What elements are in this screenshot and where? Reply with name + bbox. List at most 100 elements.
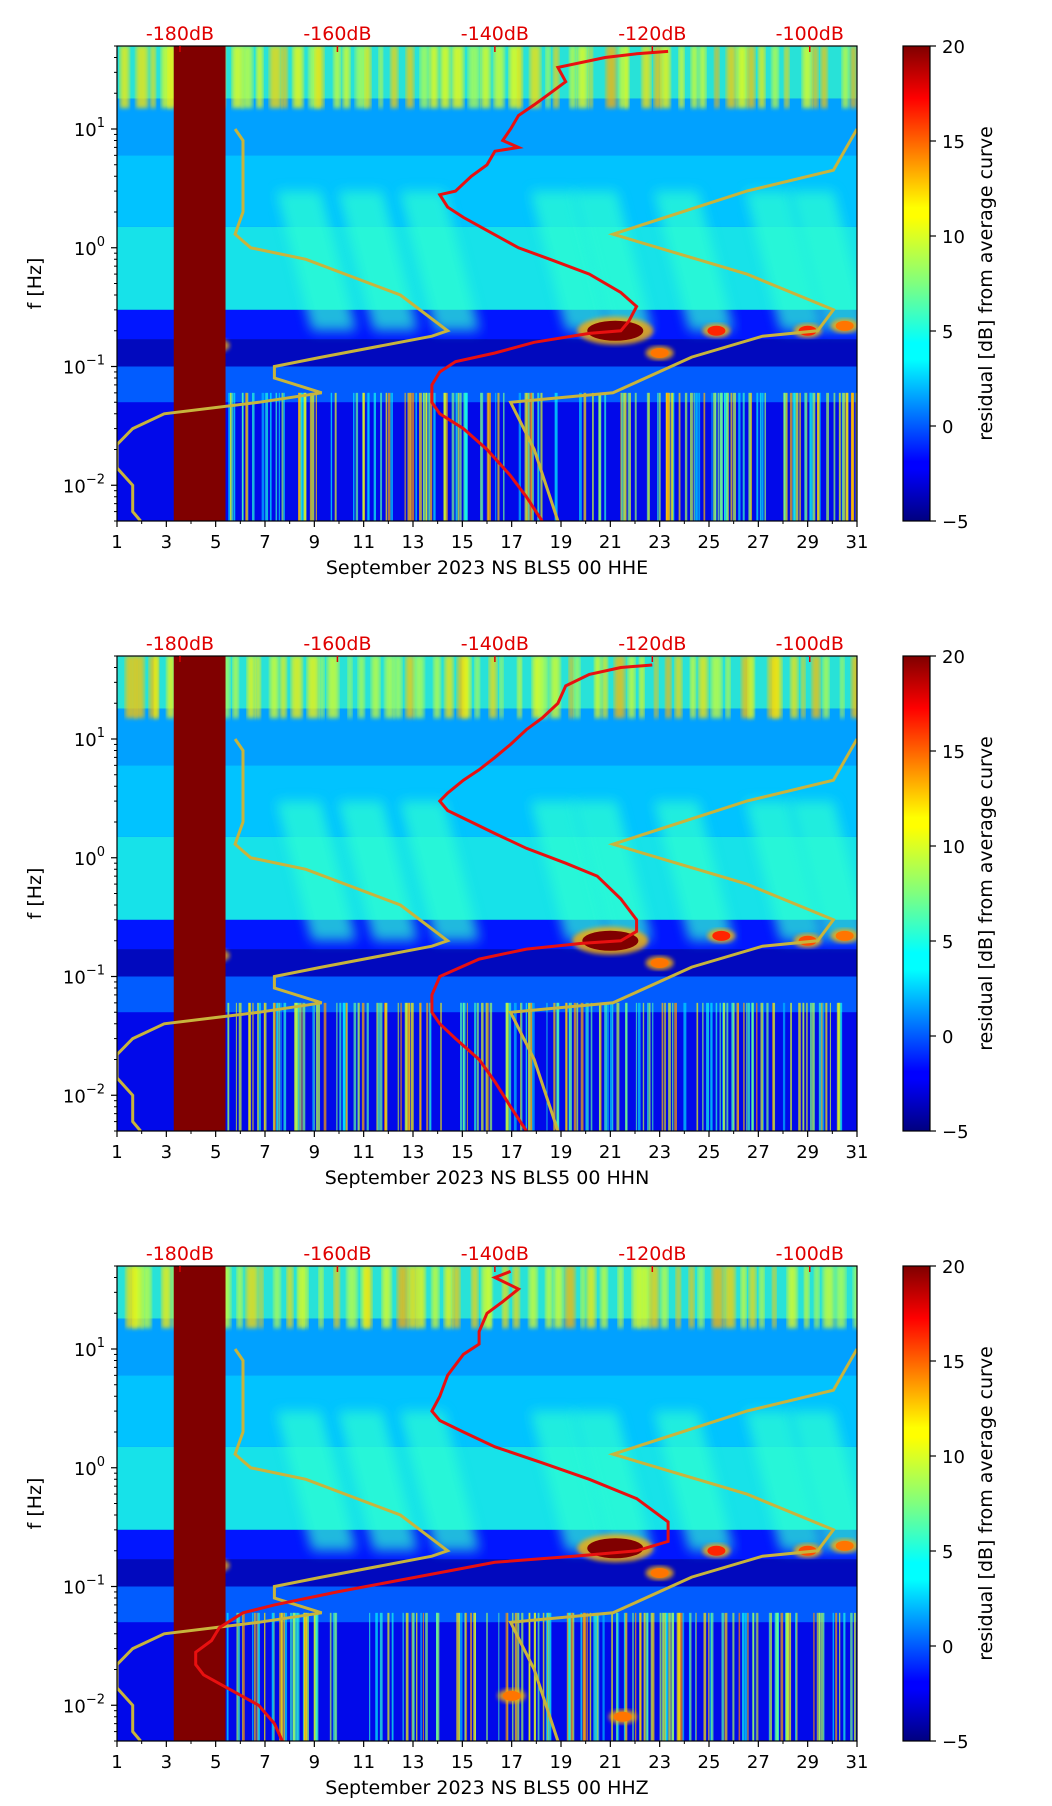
transient-line xyxy=(639,1612,642,1741)
transient-line xyxy=(294,1002,298,1131)
transient-line xyxy=(590,1002,593,1131)
db-axis-label: -100dB xyxy=(776,633,844,655)
diurnal-streak xyxy=(292,46,304,109)
transient-line xyxy=(353,392,355,521)
transient-line xyxy=(387,392,391,521)
diurnal-streak xyxy=(256,46,263,109)
transient-line xyxy=(315,1002,319,1131)
diurnal-streak xyxy=(790,656,798,719)
transient-line xyxy=(265,392,269,521)
hot-spot xyxy=(650,957,669,968)
transient-line xyxy=(411,392,415,521)
transient-line xyxy=(345,1002,348,1131)
diurnal-streak xyxy=(342,46,351,109)
transient-line xyxy=(407,392,410,521)
data-gap-block xyxy=(173,656,226,1131)
transient-line xyxy=(279,1612,283,1741)
transient-line xyxy=(683,1002,687,1131)
transient-line xyxy=(464,392,467,521)
diurnal-streak xyxy=(625,46,630,109)
x-tick-label: 25 xyxy=(698,532,721,553)
transient-line xyxy=(752,1612,755,1741)
diurnal-streak xyxy=(487,1266,492,1329)
transient-line xyxy=(257,1612,261,1741)
hot-spot xyxy=(835,1540,854,1551)
transient-line xyxy=(679,1612,681,1741)
x-tick-label: 11 xyxy=(352,532,375,553)
transient-line xyxy=(570,1612,573,1741)
transient-line xyxy=(674,1002,677,1131)
diurnal-streak xyxy=(315,46,324,109)
diurnal-streak xyxy=(649,1266,659,1329)
x-tick-label: 5 xyxy=(210,1752,221,1773)
transient-line xyxy=(625,392,627,521)
x-axis-label: September 2023 NS BLS5 00 HHE xyxy=(326,557,648,579)
transient-line xyxy=(627,392,630,521)
transient-line xyxy=(755,1612,757,1741)
x-axis-label: September 2023 NS BLS5 00 HHN xyxy=(325,1167,650,1189)
diurnal-streak xyxy=(444,656,454,719)
transient-line xyxy=(336,1002,338,1131)
transient-line xyxy=(313,1612,316,1741)
transient-line xyxy=(632,1612,634,1741)
frequency-band xyxy=(117,309,857,340)
diurnal-streak xyxy=(166,656,175,719)
diurnal-streak xyxy=(419,46,429,109)
low-noise-model-curve xyxy=(117,1348,451,1741)
transient-line xyxy=(330,392,333,521)
colorbar-tick-label: 0 xyxy=(942,417,953,438)
transient-line xyxy=(646,392,650,521)
transient-line xyxy=(715,1002,718,1131)
diurnal-streak xyxy=(429,46,439,109)
diurnal-streak xyxy=(758,46,766,109)
microseism-plume xyxy=(745,801,825,941)
transient-line xyxy=(426,1002,429,1131)
diurnal-streak xyxy=(509,46,520,109)
transient-line xyxy=(489,1002,493,1131)
transient-line xyxy=(693,392,695,521)
x-tick-label: 21 xyxy=(599,1752,622,1773)
microseism-plume xyxy=(338,191,418,331)
microseism-plume xyxy=(399,191,480,331)
transient-line xyxy=(404,392,406,521)
diurnal-streak xyxy=(724,1266,736,1329)
diurnal-streak xyxy=(245,1266,258,1329)
diurnal-streak xyxy=(812,46,819,109)
diurnal-streak xyxy=(614,656,626,719)
transient-line xyxy=(609,1002,613,1131)
x-tick-label: 7 xyxy=(259,532,270,553)
diurnal-streak xyxy=(125,1266,137,1329)
transient-line xyxy=(809,392,812,521)
transient-line xyxy=(635,1002,637,1131)
transient-line xyxy=(486,1002,489,1131)
transient-line xyxy=(738,392,741,521)
transient-line xyxy=(489,392,491,521)
transient-line xyxy=(696,1002,699,1131)
transient-line xyxy=(662,1612,664,1741)
transient-line xyxy=(303,392,307,521)
diurnal-streak xyxy=(835,1266,846,1329)
transient-line xyxy=(702,1002,704,1131)
transient-line xyxy=(278,1002,281,1131)
transient-line xyxy=(407,1002,410,1131)
transient-line xyxy=(236,1612,239,1741)
colorbar-label: residual [dB] from average curve xyxy=(975,126,997,441)
transient-line xyxy=(425,1612,428,1741)
x-tick-label: 3 xyxy=(161,1142,172,1163)
transient-line xyxy=(795,1612,798,1741)
diurnal-streak xyxy=(853,1266,857,1329)
x-tick-label: 17 xyxy=(500,1142,523,1163)
transient-line xyxy=(464,1612,466,1741)
transient-line xyxy=(329,1612,332,1741)
diurnal-streak xyxy=(273,1266,281,1329)
diurnal-streak xyxy=(134,656,145,719)
transient-line xyxy=(390,392,392,521)
transient-line xyxy=(451,392,455,521)
transient-line xyxy=(615,1612,618,1741)
transient-line xyxy=(589,1612,592,1741)
diurnal-streak xyxy=(784,46,790,109)
transient-line xyxy=(833,392,836,521)
transient-line xyxy=(373,392,377,521)
diurnal-streak xyxy=(433,656,441,719)
colorbar-tick-label: 15 xyxy=(942,742,965,763)
